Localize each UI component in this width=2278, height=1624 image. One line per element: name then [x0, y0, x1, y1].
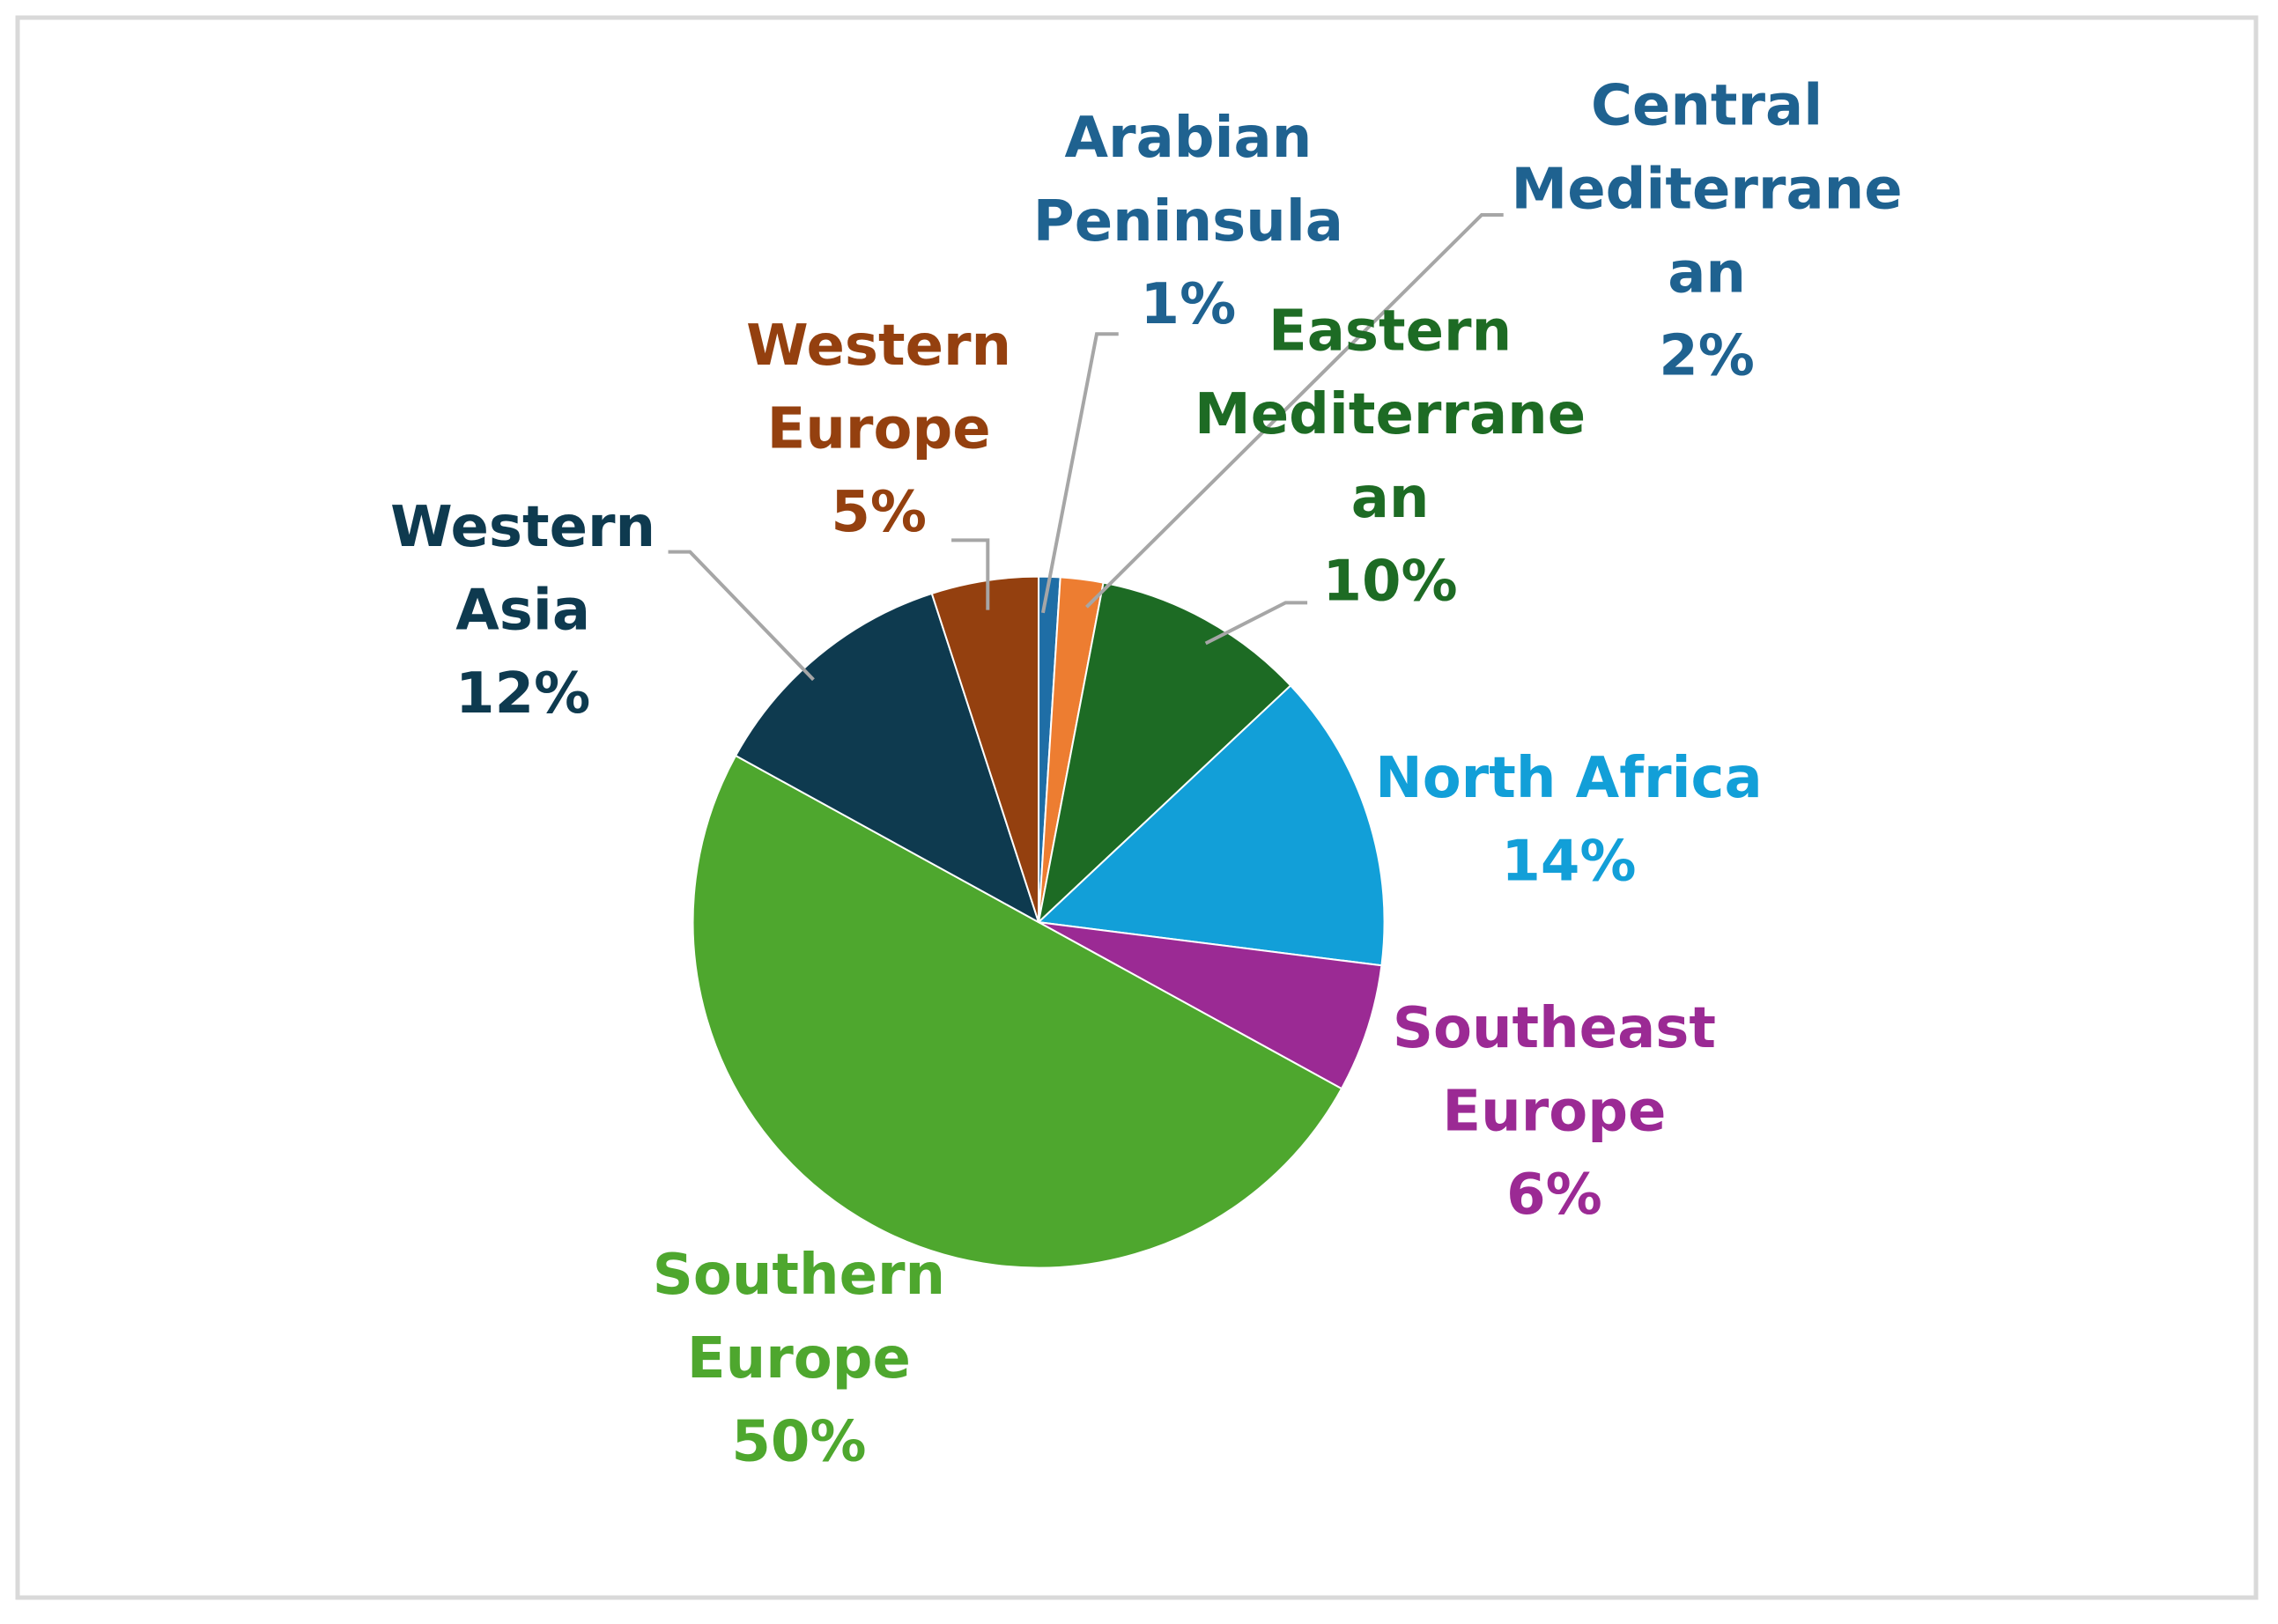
value-label: 5%	[831, 480, 927, 545]
slice-label: North Africa	[1375, 746, 1763, 811]
pie-slice	[1037, 581, 1292, 925]
leader-line	[1085, 213, 1504, 609]
value-label: 6%	[1506, 1163, 1602, 1228]
slice-label: Central Mediterrane an	[1512, 73, 1903, 306]
value-label: 12%	[455, 661, 590, 727]
leader-line	[951, 538, 990, 610]
value-label: 1%	[1141, 272, 1237, 337]
slice-label: Western Asia	[390, 494, 655, 643]
value-label: 2%	[1659, 324, 1755, 389]
leader-line	[668, 550, 815, 682]
pie-slice	[930, 575, 1040, 923]
pie-slice	[1036, 684, 1386, 967]
slice-label: Western Europe	[746, 313, 1011, 461]
leader-line	[1204, 601, 1308, 646]
pie-slice	[1038, 921, 1383, 1090]
leader-line	[1041, 332, 1119, 614]
pie-slice	[692, 754, 1343, 1269]
slice-label: Arabian Peninsula	[1033, 106, 1343, 255]
slice-label: Eastern Mediterrane an	[1194, 299, 1586, 531]
value-label: 50%	[731, 1409, 866, 1474]
slice-label: Southeast Europe	[1393, 995, 1716, 1144]
value-label: 10%	[1322, 549, 1457, 614]
value-label: 14%	[1501, 830, 1636, 895]
slice-label: Southern Europe	[653, 1243, 945, 1391]
